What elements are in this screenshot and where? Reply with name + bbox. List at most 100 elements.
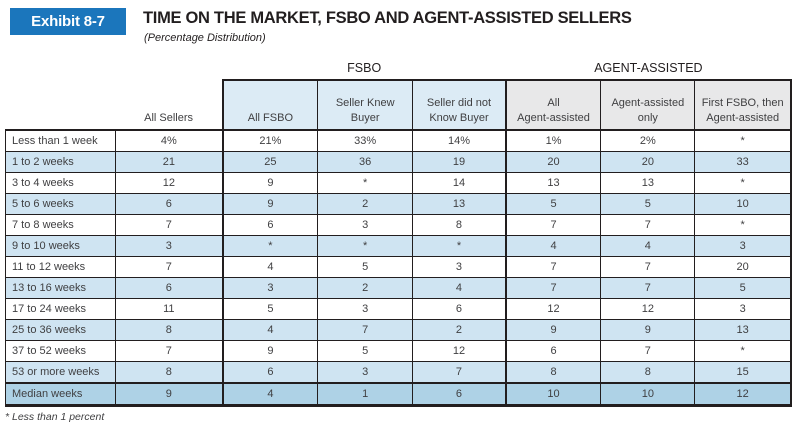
data-cell: 5 (317, 256, 413, 278)
data-cell: 2 (317, 277, 413, 299)
row-label: 3 to 4 weeks (4, 172, 116, 194)
table-head: FSBO AGENT-ASSISTED All Sellers All FSBO… (5, 55, 793, 131)
data-cell: 15 (694, 361, 793, 384)
column-header-label: Agent-assisted (611, 97, 685, 110)
data-cell: 14 (412, 172, 507, 194)
column-header-all-agent-assisted: All Agent-assisted (504, 79, 602, 131)
data-cell: 7 (600, 277, 696, 299)
exhibit-number-label: Exhibit 8-7 (31, 13, 105, 30)
data-cell: 5 (694, 277, 793, 299)
row-label: 1 to 2 weeks (4, 151, 116, 173)
data-cell: 4 (412, 277, 507, 299)
table-row: 25 to 36 weeks 8 4 7 2 9 9 13 (4, 319, 793, 341)
data-cell: 2 (317, 193, 413, 215)
data-cell: 13 (412, 193, 507, 215)
table-row: Less than 1 week 4% 21% 33% 14% 1% 2% * (4, 129, 793, 152)
data-cell: 6 (221, 214, 319, 236)
data-cell: 10 (694, 193, 793, 215)
data-cell: 1% (505, 130, 602, 152)
data-cell: 9 (221, 193, 319, 215)
column-header-all-sellers: All Sellers (115, 80, 223, 130)
page-subtitle: (Percentage Distribution) (144, 32, 266, 44)
data-cell: 6 (221, 361, 319, 384)
column-header-all-fsbo: All FSBO (221, 79, 319, 131)
data-cell: 12 (412, 340, 507, 362)
data-cell: 10 (505, 382, 602, 407)
column-header-seller-knew-buyer: Seller Knew Buyer (317, 79, 414, 131)
data-cell: 4 (505, 235, 602, 257)
data-cell: 11 (115, 298, 223, 320)
data-cell: 5 (221, 298, 319, 320)
column-header-label: Agent-assisted (517, 111, 590, 124)
data-cell: 8 (115, 319, 223, 341)
data-cell: 19 (412, 151, 507, 173)
column-header-label: All FSBO (247, 111, 293, 124)
data-cell: 5 (505, 193, 602, 215)
data-cell: 4 (221, 256, 319, 278)
data-cell: 7 (600, 256, 696, 278)
data-cell: 7 (115, 214, 223, 236)
title-block: TIME ON THE MARKET, FSBO AND AGENT-ASSIS… (143, 8, 632, 44)
exhibit-page: Exhibit 8-7 TIME ON THE MARKET, FSBO AND… (0, 8, 797, 426)
data-cell: 7 (600, 340, 696, 362)
column-header-seller-did-not-know-buyer: Seller did not Know Buyer (412, 79, 507, 131)
table-row: 9 to 10 weeks 3 * * * 4 4 3 (4, 235, 793, 257)
data-cell: 33% (317, 130, 413, 152)
data-cell: 9 (600, 319, 696, 341)
row-label: 53 or more weeks (4, 361, 116, 384)
column-header-label: Know Buyer (429, 111, 489, 124)
data-cell: 9 (221, 340, 319, 362)
data-cell: 36 (317, 151, 413, 173)
footnote: * Less than 1 percent (5, 411, 105, 423)
data-cell: 20 (600, 151, 696, 173)
data-cell: 4% (115, 129, 223, 152)
data-cell: 9 (115, 382, 223, 407)
data-cell: 7 (505, 256, 602, 278)
table-row: 1 to 2 weeks 21 25 36 19 20 20 33 (4, 151, 793, 173)
data-cell: 7 (600, 214, 696, 236)
data-cell: 6 (412, 382, 507, 407)
table-body: Less than 1 week 4% 21% 33% 14% 1% 2% * 1 to 2 w… (4, 129, 793, 407)
data-cell: 14% (412, 130, 507, 152)
data-cell: 12 (115, 172, 223, 194)
data-cell: 2% (600, 130, 696, 152)
data-cell: 20 (694, 256, 793, 278)
data-cell: * (694, 172, 793, 194)
row-label: Less than 1 week (4, 129, 116, 152)
data-cell: 8 (412, 214, 507, 236)
data-cell: 12 (600, 298, 696, 320)
data-cell: * (412, 235, 507, 257)
table-row: 7 to 8 weeks 7 6 3 8 7 7 * (4, 214, 793, 236)
data-cell: 3 (694, 298, 793, 320)
data-cell: 7 (115, 340, 223, 362)
row-label: 17 to 24 weeks (4, 298, 116, 320)
data-cell: 3 (221, 277, 319, 299)
data-cell: * (221, 235, 319, 257)
group-header-agent-assisted: AGENT-ASSISTED (594, 61, 703, 75)
row-label: 25 to 36 weeks (4, 319, 116, 341)
page-title: TIME ON THE MARKET, FSBO AND AGENT-ASSIS… (143, 9, 632, 27)
data-cell: 13 (694, 319, 793, 341)
data-cell: 20 (505, 151, 602, 173)
data-cell: 2 (412, 319, 507, 341)
data-cell: 9 (221, 172, 319, 194)
column-header-label: All Sellers (144, 111, 194, 124)
table-container: FSBO AGENT-ASSISTED All Sellers All FSBO… (4, 55, 797, 407)
data-cell: 25 (221, 151, 319, 173)
column-header-label: Agent-assisted (706, 111, 780, 124)
data-cell: 9 (505, 319, 602, 341)
data-cell: 7 (115, 256, 223, 278)
column-header-label: Seller did not (426, 97, 492, 110)
data-cell: 5 (317, 340, 413, 362)
row-label: 7 to 8 weeks (4, 214, 116, 236)
data-cell: 6 (412, 298, 507, 320)
data-cell: 6 (505, 340, 602, 362)
data-cell: 13 (505, 172, 602, 194)
row-label: 11 to 12 weeks (4, 256, 116, 278)
row-label: 37 to 52 weeks (4, 340, 116, 362)
table-row: 37 to 52 weeks 7 9 5 12 6 7 * (4, 340, 793, 362)
table-row: 53 or more weeks 8 6 3 7 8 8 15 (4, 361, 793, 384)
data-cell: 12 (694, 382, 793, 407)
data-cell: 7 (505, 277, 602, 299)
data-cell: 8 (115, 361, 223, 384)
